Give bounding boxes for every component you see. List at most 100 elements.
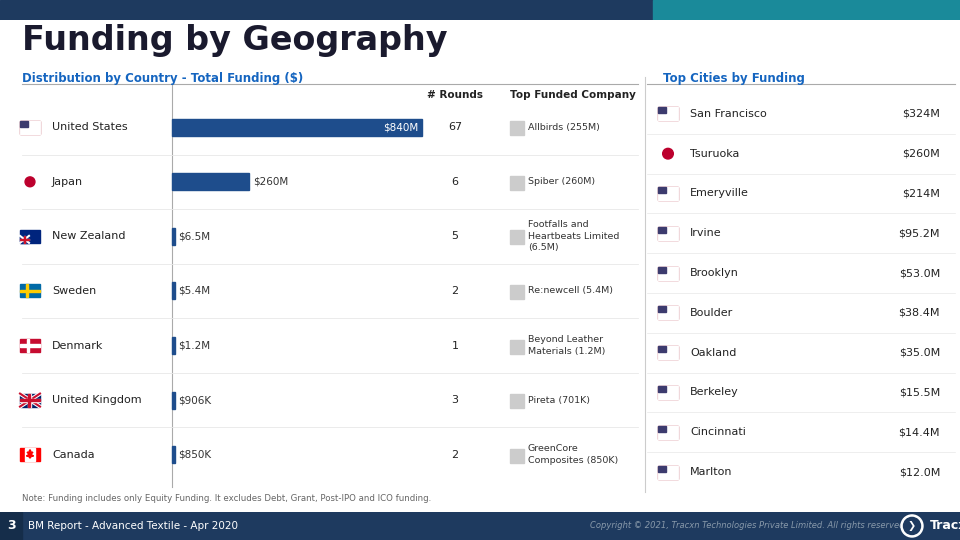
Bar [658,465,678,478]
Bar [26,285,29,298]
Circle shape [662,148,673,159]
Bar [20,285,40,298]
Text: Distribution by Country - Total Funding ($): Distribution by Country - Total Funding … [22,72,303,85]
Bar [658,434,678,435]
Bar [658,239,678,240]
Bar [510,231,524,245]
Text: 5: 5 [451,231,459,241]
Text: Tsuruoka: Tsuruoka [690,148,739,159]
Bar [658,465,666,471]
Bar [658,474,678,475]
Text: Berkeley: Berkeley [690,387,739,397]
Text: Sweden: Sweden [52,286,96,296]
Text: Tracxn: Tracxn [930,519,960,532]
Bar [658,268,678,269]
Bar [658,348,678,349]
Bar [658,187,666,193]
Text: ❯: ❯ [908,521,916,531]
Bar [658,273,678,274]
Bar [658,271,678,272]
Bar [20,448,40,461]
Bar [658,356,678,357]
Text: 3: 3 [451,395,459,405]
Text: # Rounds: # Rounds [427,90,483,100]
Bar [658,354,678,355]
Bar [658,352,678,353]
Bar [658,390,678,391]
Bar [658,193,678,194]
Bar [658,431,678,433]
Bar [658,235,678,236]
Bar [658,187,678,200]
Bar [658,426,666,431]
Bar [658,279,678,280]
Bar [658,197,678,198]
Text: $324M: $324M [902,109,940,119]
Text: New Zealand: New Zealand [52,231,126,241]
Text: GreenCore
Composites (850K): GreenCore Composites (850K) [528,444,618,465]
Bar [658,358,678,359]
Bar [658,386,678,399]
Bar [20,127,40,128]
Circle shape [903,517,921,535]
Bar [510,340,524,354]
Bar [25,448,35,461]
Bar [658,388,678,389]
Text: Irvine: Irvine [690,228,722,238]
Text: Footfalls and
Heartbeats Limited
(6.5M): Footfalls and Heartbeats Limited (6.5M) [528,220,619,252]
Text: $6.5M: $6.5M [179,231,210,241]
Text: Copyright © 2021, Tracxn Technologies Private Limited. All rights reserved.: Copyright © 2021, Tracxn Technologies Pr… [590,522,907,530]
Bar [658,306,678,319]
Text: 67: 67 [448,122,462,132]
Bar [658,396,678,397]
Text: $15.5M: $15.5M [899,387,940,397]
Text: Top Cities by Funding: Top Cities by Funding [663,72,804,85]
Bar [658,346,678,347]
Bar [658,107,678,109]
Text: United States: United States [52,122,128,132]
Bar [658,227,678,228]
Bar [658,119,678,120]
Bar [24,236,25,243]
Text: Brooklyn: Brooklyn [690,268,739,278]
Bar [658,107,666,113]
Bar [658,199,678,200]
Text: Funding by Geography: Funding by Geography [22,24,447,57]
Bar [658,350,678,351]
Text: San Francisco: San Francisco [690,109,767,119]
Text: $840M: $840M [383,122,418,132]
Bar [20,399,40,401]
Text: $35.0M: $35.0M [899,348,940,357]
Bar [20,125,40,126]
Bar [658,195,678,196]
Bar [510,176,524,190]
Bar [658,312,678,313]
Text: $53.0M: $53.0M [899,268,940,278]
Bar [20,230,40,243]
Bar [658,227,666,233]
Bar [20,236,29,243]
Bar [658,394,678,395]
Bar [20,129,40,130]
Bar [658,316,678,318]
Bar [658,187,678,188]
Bar [20,339,40,352]
Bar [20,399,40,402]
Text: 6: 6 [451,177,459,187]
Bar [658,189,678,190]
Bar [20,394,40,407]
Bar [658,477,678,478]
Bar [658,231,678,232]
Text: 2: 2 [451,450,459,460]
Text: Emeryville: Emeryville [690,188,749,199]
Text: Canada: Canada [52,450,95,460]
Bar [658,117,678,118]
Bar [172,337,175,354]
Text: BM Report - Advanced Textile - Apr 2020: BM Report - Advanced Textile - Apr 2020 [28,521,238,531]
Text: Denmark: Denmark [52,341,104,350]
Bar [658,276,678,278]
Bar [658,465,678,467]
Bar [658,310,678,312]
Polygon shape [27,450,34,458]
Bar [658,267,666,273]
